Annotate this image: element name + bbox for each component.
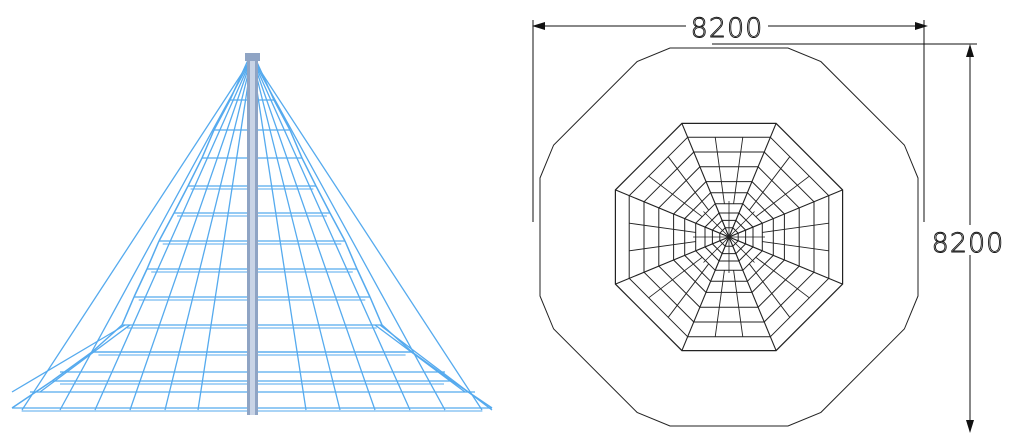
width-label-mask: [686, 12, 768, 40]
height-arrow-top: [966, 44, 974, 57]
net-radial-rope: [164, 57, 253, 411]
net-outline-rope: [173, 185, 189, 214]
net-radial-rope: [648, 256, 703, 299]
net-radial-rope: [21, 57, 253, 411]
net-radial-rope: [251, 57, 446, 411]
net-outline-rope: [158, 212, 175, 242]
net-radial-rope: [695, 236, 730, 252]
net-outline-rope: [91, 324, 123, 353]
net-outline-rope: [344, 240, 358, 270]
net-radial-rope: [129, 57, 253, 411]
net-radial-rope: [703, 211, 730, 238]
height-arrow-bottom: [966, 420, 974, 433]
net-outline-rope: [133, 268, 148, 298]
net-outline-rope: [369, 296, 383, 326]
net-radial-rope: [762, 241, 829, 252]
net-outline-rope: [451, 380, 493, 409]
net-outline-rope: [146, 240, 160, 270]
net-radial-rope: [629, 241, 696, 252]
net-radial-rope: [714, 203, 730, 238]
net-radial-rope: [667, 156, 710, 211]
net-radial-rope: [94, 57, 253, 411]
net-radial-rope: [629, 222, 696, 233]
net-radial-rope: [714, 137, 725, 204]
net-radial-rope: [728, 236, 755, 263]
net-outline-rope: [301, 157, 317, 187]
net-radial-rope: [748, 263, 791, 318]
net-radial-rope: [728, 222, 763, 238]
height-label-mask: [930, 225, 1006, 255]
net-radial-rope: [714, 236, 730, 271]
net-radial-rope: [703, 236, 730, 263]
net-radial-rope: [733, 137, 744, 204]
net-radial-rope: [251, 57, 483, 411]
net-radial-rope: [755, 256, 810, 299]
side-elevation-view: [11, 53, 493, 415]
dimension-annotations: 8200 8200: [532, 12, 1006, 433]
safety-zone-outline: [539, 47, 919, 427]
net-outline-rope: [51, 351, 93, 382]
guy-rope: [11, 324, 126, 393]
net-outline-rope: [329, 212, 346, 242]
net-outline-rope: [254, 57, 275, 101]
net-radial-rope: [748, 156, 791, 211]
net-outline-rope: [187, 157, 203, 187]
net-radial-rope: [251, 57, 376, 411]
net-outline-rope: [315, 185, 331, 214]
rope-net-plan: [614, 122, 844, 352]
net-radial-rope: [667, 263, 710, 318]
width-arrow-left: [532, 22, 545, 30]
guy-rope: [39, 324, 131, 393]
net-outline-rope: [356, 268, 371, 298]
net-radial-rope: [728, 236, 763, 252]
net-outline-rope: [289, 129, 303, 159]
net-outline-rope: [213, 99, 231, 131]
net-radial-rope: [728, 203, 744, 238]
net-outline-rope: [121, 296, 135, 326]
net-radial-rope: [251, 57, 341, 411]
net-radial-rope: [755, 175, 810, 218]
net-outline-rope: [201, 129, 215, 159]
net-outline-rope: [273, 99, 291, 131]
net-radial-rope: [695, 222, 730, 238]
net-radial-rope: [733, 270, 744, 337]
net-outline-rope: [411, 351, 453, 382]
net-radial-rope: [59, 57, 253, 411]
width-dimension-label: 8200: [691, 13, 764, 44]
net-outline-rope: [229, 57, 250, 101]
width-arrow-right: [915, 22, 928, 30]
net-outline-rope: [381, 324, 413, 353]
net-radial-rope: [251, 57, 307, 411]
net-outline-rope: [11, 380, 53, 409]
net-radial-rope: [728, 211, 755, 238]
height-dimension-label: 8200: [932, 228, 1005, 259]
net-radial-rope: [648, 175, 703, 218]
top-plan-view: [539, 47, 919, 427]
net-radial-rope: [714, 270, 725, 337]
net-radial-rope: [197, 57, 253, 411]
net-radial-rope: [251, 57, 411, 411]
net-radial-rope: [728, 236, 744, 271]
rope-net-elevation: [11, 57, 493, 412]
pole-top-cap: [245, 53, 260, 61]
net-radial-rope: [762, 222, 829, 233]
pole-highlight: [250, 60, 255, 415]
central-pole: [245, 53, 260, 415]
